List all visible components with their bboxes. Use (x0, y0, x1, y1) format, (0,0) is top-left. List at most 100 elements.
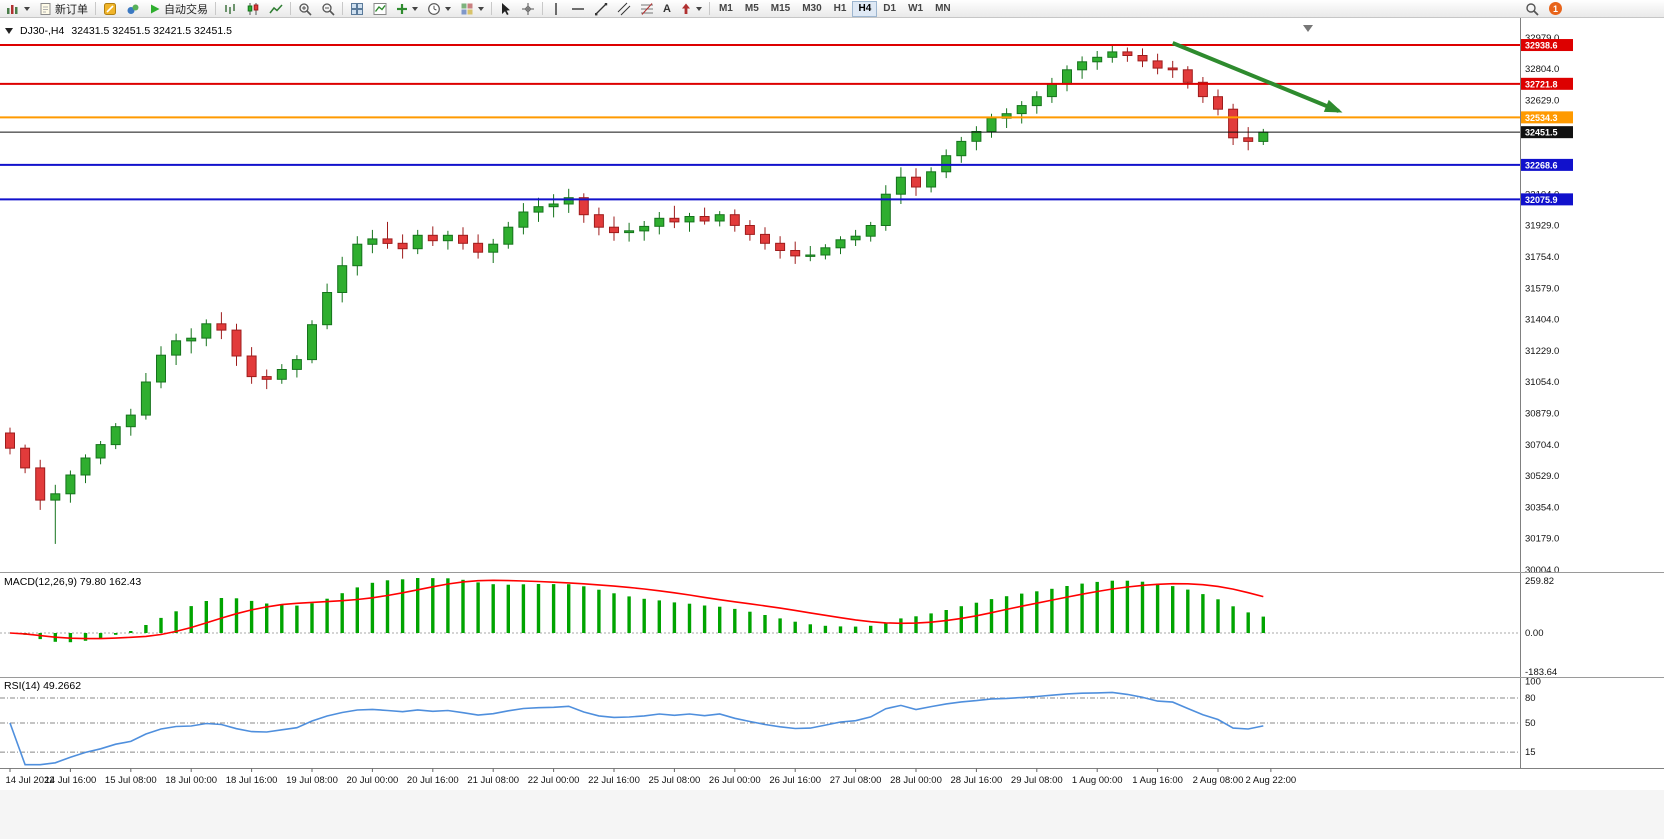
arrow-symbol-icon (681, 3, 690, 14)
candle-body (593, 214, 604, 228)
chart-header: DJ30-,H4 32431.5 32451.5 32421.5 32451.5 (5, 25, 232, 37)
indicators-icon (373, 2, 387, 15)
timeframe-button-h4[interactable]: H4 (852, 0, 878, 17)
candle-body (941, 155, 952, 173)
candle-body (110, 426, 121, 446)
time-axis-label: 1 Aug 16:00 (1132, 775, 1183, 786)
price-axis-tick: 31054.0 (1525, 377, 1559, 388)
chevron-down-icon (412, 6, 418, 11)
axes-and-tags: 32938.6 32721.8 32534.3 32451.5 32268.6 32075… (0, 18, 1664, 839)
candle-body (1031, 96, 1042, 107)
timeframe-button-d1[interactable]: D1 (877, 1, 902, 17)
chevron-down-icon (24, 6, 30, 11)
candle-body (473, 242, 484, 253)
zoom-in-button[interactable] (294, 1, 316, 17)
vertical-line-button[interactable] (546, 1, 566, 17)
new-chart-button[interactable] (2, 1, 34, 17)
support-line-lower-price-tag (1521, 193, 1573, 206)
equidistant-channel-button[interactable] (613, 1, 635, 17)
cursor-button[interactable] (495, 1, 516, 17)
experts-icon (127, 4, 139, 14)
macd-signal-line (9, 579, 1264, 640)
notification-badge[interactable]: 1 (1549, 2, 1562, 15)
crosshair-button[interactable] (517, 1, 539, 17)
trend-arrow-head (1323, 99, 1343, 113)
candle-body (367, 238, 378, 245)
bar-chart-icon (225, 3, 235, 14)
support-line-upper-price-tag (1521, 158, 1573, 171)
timeframe-button-mn[interactable]: MN (929, 1, 957, 17)
metaeditor-button[interactable] (99, 1, 121, 17)
autotrading-button[interactable]: 自动交易 (145, 1, 212, 17)
candle-body (850, 235, 861, 241)
fibonacci-button[interactable] (636, 1, 658, 17)
text-button[interactable]: A (659, 1, 675, 17)
chart-menu-icon[interactable] (5, 28, 13, 34)
candle-body (865, 225, 876, 237)
candle-body (382, 238, 393, 244)
time-axis-label: 14 Jul 16:00 (45, 775, 97, 786)
chart-canvas[interactable]: 32979.032804.032629.032454.032279.032104… (0, 18, 1664, 839)
candle-body (956, 140, 967, 157)
tile-windows-button[interactable] (346, 1, 368, 17)
toolbar-separator (95, 2, 96, 15)
timeframe-button-m30[interactable]: M30 (796, 1, 827, 17)
timeframe-button-m15[interactable]: M15 (765, 1, 796, 17)
candle-body (307, 324, 317, 361)
price-axis-tick: 31754.0 (1525, 252, 1559, 263)
candle-body (654, 217, 665, 227)
rsi-panel[interactable] (0, 691, 1520, 766)
candle-body (1062, 69, 1072, 85)
candle-body (35, 467, 46, 501)
rsi-scale-tick: 100 (1525, 676, 1541, 687)
experts-button[interactable] (122, 1, 144, 17)
templates-icon (461, 3, 473, 14)
new-order-button[interactable]: 新订单 (35, 1, 92, 17)
candlestick-chart-button[interactable] (242, 1, 264, 17)
time-axis-label: 21 Jul 08:00 (467, 775, 519, 786)
candle-body (986, 117, 997, 132)
candle-body (1107, 51, 1118, 58)
indicators-button[interactable] (369, 1, 391, 17)
candle-body (201, 323, 212, 339)
zoom-out-button[interactable] (317, 1, 339, 17)
arrows-button[interactable] (676, 1, 706, 17)
price-axis-tick: 32629.0 (1525, 95, 1559, 106)
new-order-icon (40, 2, 51, 15)
candle-body (1258, 131, 1269, 142)
search-icon (1526, 2, 1539, 16)
timeframe-button-m5[interactable]: M5 (739, 1, 765, 17)
chart-window[interactable]: 32979.032804.032629.032454.032279.032104… (0, 18, 1664, 839)
trendline-button[interactable] (590, 1, 612, 17)
candle-body (548, 203, 559, 208)
line-chart-button[interactable] (265, 1, 287, 17)
candle-body (171, 340, 182, 356)
candle-body (684, 216, 695, 223)
support-line-lower-price-tag-label: 32075.9 (1525, 195, 1558, 205)
timeframe-button-w1[interactable]: W1 (902, 1, 929, 17)
chevron-down-icon (695, 6, 702, 11)
rsi-line (9, 691, 1264, 766)
trend-arrow-object[interactable] (1171, 41, 1340, 113)
toolbar-right-group: 1 (1521, 1, 1562, 17)
chart-shift-marker[interactable] (1303, 25, 1313, 32)
templates-button[interactable] (456, 1, 488, 17)
resistance-line-lower-price-tag-label: 32721.8 (1525, 79, 1558, 89)
macd-panel[interactable] (0, 578, 1520, 643)
candle-body (246, 355, 257, 378)
timeframe-button-h1[interactable]: H1 (828, 1, 853, 17)
price-axis-tick: 30879.0 (1525, 408, 1559, 419)
candle-body (1182, 69, 1193, 83)
metaeditor-pencil-icon (104, 2, 116, 15)
periods-button[interactable] (423, 1, 455, 17)
search-button[interactable] (1521, 1, 1543, 17)
timeframe-button-m1[interactable]: M1 (713, 1, 739, 17)
price-axis-tick: 32804.0 (1525, 64, 1559, 75)
candle-body (563, 197, 574, 205)
horizontal-line-button[interactable] (567, 1, 589, 17)
candle-body (1228, 108, 1239, 139)
add-indicator-button[interactable] (392, 1, 422, 17)
main-chart-panel[interactable] (0, 41, 1520, 544)
bar-chart-button[interactable] (219, 1, 241, 17)
add-indicator-plus-icon (397, 3, 407, 14)
